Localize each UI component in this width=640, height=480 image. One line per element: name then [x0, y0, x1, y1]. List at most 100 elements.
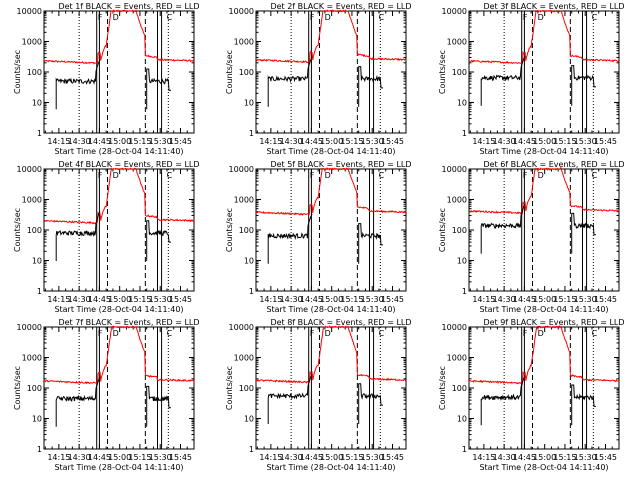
x-tick-label: 15:00 — [320, 295, 343, 304]
x-tick-label: 14:15 — [259, 295, 282, 304]
panel-title: Det 2f BLACK = Events, RED = LLD — [270, 2, 411, 11]
panel: Det 5f BLACK = Events, RED = LLD 1 10 100 10… — [225, 160, 412, 314]
y-axis-label: Counts/sec — [13, 50, 22, 94]
x-tick-label: 15:45 — [169, 453, 192, 462]
x-axis-label: Start Time (28-Oct-04 14:11:40) — [54, 463, 183, 472]
marker-letter: F — [310, 171, 315, 180]
y-tick-label: 1 — [249, 129, 254, 138]
x-tick-label: 14:45 — [300, 137, 323, 146]
events-series-line — [571, 384, 596, 426]
y-tick-label: 10000 — [17, 323, 42, 332]
y-tick-label: 1000 — [447, 196, 467, 205]
x-tick-label: 15:00 — [320, 453, 343, 462]
y-tick-label: 1 — [37, 287, 42, 296]
events-series-line — [267, 374, 313, 424]
y-tick-label: 100 — [239, 68, 254, 77]
y-tick-label: 10000 — [17, 165, 42, 174]
lld-series-line — [469, 9, 620, 65]
plot-frame — [468, 168, 620, 292]
marker-letter: D — [538, 329, 544, 338]
y-tick-label: 1000 — [22, 196, 42, 205]
marker-letter: C — [167, 171, 173, 180]
marker-letter: C — [167, 329, 173, 338]
lld-series-line — [255, 325, 407, 384]
panel: Det 3f BLACK = Events, RED = LLD 1 10 100 10… — [438, 2, 625, 156]
marker-letter: F — [523, 329, 528, 338]
y-tick-label: 1000 — [447, 354, 467, 363]
y-axis-label: Counts/sec — [438, 366, 447, 410]
y-tick-label: 10000 — [229, 165, 254, 174]
marker-letter: C — [379, 13, 385, 22]
events-series-line — [571, 65, 596, 106]
events-series-line — [480, 375, 526, 426]
events-series-line — [358, 383, 383, 424]
x-tick-label: 14:45 — [88, 453, 111, 462]
panel-title: Det 3f BLACK = Events, RED = LLD — [483, 2, 624, 11]
x-tick-label: 14:15 — [259, 453, 282, 462]
x-tick-label: 15:00 — [108, 453, 131, 462]
x-axis-label: Start Time (28-Oct-04 14:11:40) — [54, 147, 183, 156]
marker-letter: C — [592, 329, 598, 338]
y-tick-label: 10 — [457, 99, 467, 108]
lld-series-line — [43, 9, 195, 65]
lld-series-line — [255, 167, 407, 216]
x-tick-label: 15:15 — [340, 453, 363, 462]
events-series-line — [55, 59, 101, 110]
events-series-line — [146, 220, 171, 261]
plot-frame — [468, 326, 620, 450]
panel: Det 8f BLACK = Events, RED = LLD 1 10 100 10… — [225, 318, 412, 472]
x-tick-label: 14:45 — [300, 295, 323, 304]
x-tick-label: 15:15 — [340, 295, 363, 304]
panel: Det 1f BLACK = Events, RED = LLD 1 10 100 10… — [13, 2, 200, 156]
x-tick-label: 15:00 — [108, 295, 131, 304]
y-tick-label: 10 — [457, 415, 467, 424]
x-tick-label: 14:30 — [280, 137, 303, 146]
x-tick-label: 15:45 — [594, 295, 617, 304]
marker-letter: D — [538, 13, 544, 22]
y-tick-label: 100 — [452, 226, 467, 235]
y-tick-label: 100 — [452, 68, 467, 77]
x-tick-label: 15:00 — [533, 453, 556, 462]
events-series-line — [267, 56, 313, 107]
x-tick-label: 15:15 — [128, 295, 151, 304]
marker-letter: C — [379, 171, 385, 180]
lld-series-line — [43, 325, 195, 386]
y-tick-label: 10 — [244, 257, 254, 266]
y-tick-label: 10 — [457, 257, 467, 266]
marker-letter: D — [113, 329, 119, 338]
x-tick-label: 15:00 — [533, 295, 556, 304]
x-axis-label: Start Time (28-Oct-04 14:11:40) — [479, 305, 608, 314]
y-axis-label: Counts/sec — [438, 50, 447, 94]
x-tick-label: 14:45 — [513, 137, 536, 146]
x-axis-label: Start Time (28-Oct-04 14:11:40) — [266, 147, 395, 156]
y-tick-label: 10000 — [229, 323, 254, 332]
x-tick-label: 14:45 — [513, 295, 536, 304]
y-tick-label: 10 — [244, 99, 254, 108]
x-tick-label: 14:15 — [47, 137, 70, 146]
x-axis-label: Start Time (28-Oct-04 14:11:40) — [266, 463, 395, 472]
x-tick-label: 14:30 — [280, 453, 303, 462]
x-tick-label: 15:15 — [340, 137, 363, 146]
panel: Det 7f BLACK = Events, RED = LLD 1 10 100 10… — [13, 318, 200, 472]
panel-title: Det 6f BLACK = Events, RED = LLD — [483, 160, 624, 169]
y-axis-label: Counts/sec — [13, 366, 22, 410]
events-series-line — [571, 212, 596, 254]
y-tick-label: 1 — [249, 287, 254, 296]
x-axis-label: Start Time (28-Oct-04 14:11:40) — [266, 305, 395, 314]
y-tick-label: 10000 — [229, 7, 254, 16]
x-tick-label: 15:15 — [553, 453, 576, 462]
x-tick-label: 15:45 — [381, 295, 404, 304]
x-tick-label: 14:30 — [68, 295, 91, 304]
y-tick-label: 1000 — [234, 354, 254, 363]
x-tick-label: 14:15 — [259, 137, 282, 146]
y-axis-label: Counts/sec — [225, 50, 234, 94]
x-tick-label: 15:45 — [594, 453, 617, 462]
marker-letter: F — [98, 329, 103, 338]
marker-letter: F — [98, 171, 103, 180]
panel-title: Det 7f BLACK = Events, RED = LLD — [58, 318, 199, 327]
x-tick-label: 14:15 — [472, 137, 495, 146]
panel-title: Det 5f BLACK = Events, RED = LLD — [270, 160, 411, 169]
events-series-line — [146, 385, 171, 427]
y-tick-label: 1 — [462, 445, 467, 454]
x-tick-label: 14:30 — [280, 295, 303, 304]
